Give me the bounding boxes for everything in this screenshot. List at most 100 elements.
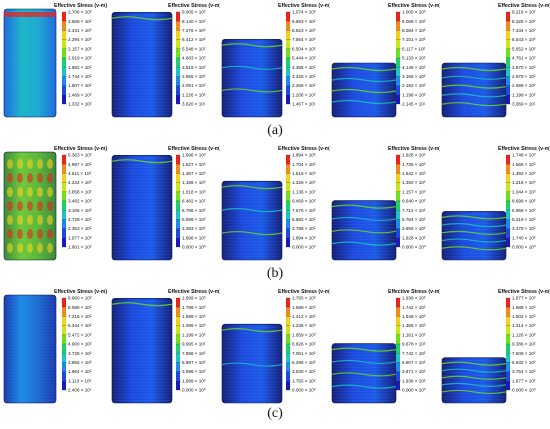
legend-swatch [396, 201, 400, 211]
legend-value: 1.689 × 10³ [512, 305, 536, 310]
legend-value: 8.623 × 10² [292, 28, 316, 33]
panel-graphic: Effective Stress (v-m)8.960 × 10² 8.088 ×… [3, 289, 107, 404]
legend-value: 8.960 × 10² [68, 296, 92, 301]
legend-value: 1.599 × 10³ [182, 314, 206, 319]
legend-swatch [176, 67, 180, 77]
legend-swatch [62, 164, 66, 174]
legend-value: 0.000 × 10⁰ [402, 388, 426, 393]
legend-value: 1.984 × 10² [68, 369, 92, 374]
legend-swatch [176, 334, 180, 344]
legend-swatch [396, 155, 400, 165]
crushed-tube [221, 38, 283, 118]
legend-value: 1.744 × 10² [68, 74, 92, 79]
legend-value: 4.149 × 10² [402, 65, 426, 70]
legend-swatch [396, 353, 400, 363]
legend-swatch [396, 21, 400, 31]
legend-value: 1.999 × 10² [182, 378, 206, 383]
legend-swatch [62, 12, 66, 22]
legend-title: Effective Stress (v-m) [54, 146, 107, 152]
simulation-panel: Effective Stress (v-m) 9.005 × 10² 8.140 ×… [110, 2, 220, 120]
simulation-panel: Effective Stress (v-m) 1.894 × 10³ 1.704 ×… [220, 145, 330, 263]
legend-swatch [286, 298, 290, 308]
panel-graphic: Effective Stress (v-m)1.894 × 10³ 1.704 ×… [221, 146, 330, 261]
legend-value: 1.113 × 10² [68, 378, 91, 383]
legend-value: 7.434 × 10² [512, 28, 536, 33]
legend-value: 1.799 × 10³ [182, 305, 206, 310]
legend-swatch [506, 344, 510, 354]
legend-swatch [506, 191, 510, 201]
legend-swatch [286, 210, 290, 220]
legend-value: 3.870 × 10² [512, 65, 536, 70]
legend-swatch [62, 344, 66, 354]
legend-value: 1.748 × 10³ [512, 153, 536, 158]
panel-graphic: Effective Stress (v-m)9.005 × 10² 8.140 ×… [111, 3, 220, 118]
legend-value: 1.502 × 10³ [512, 314, 536, 319]
simulation-panel: Effective Stress (v-m) 1.748 × 10³ 1.566 ×… [440, 145, 550, 263]
panel-graphic: Effective Stress (v-m)1.877 × 10³ 1.689 ×… [441, 289, 550, 404]
legend-swatch [506, 325, 510, 335]
legend-swatch [396, 85, 400, 95]
legend-value: 5.133 × 10² [402, 56, 426, 61]
legend-value: 6.958 × 10² [512, 208, 536, 213]
legend-value: 1.894 × 10² [292, 235, 316, 240]
legend-swatch [176, 316, 180, 326]
legend-swatch [176, 58, 180, 68]
legend-value: 5.784 × 10² [402, 217, 426, 222]
legend-value: 6.412 × 10² [182, 37, 206, 42]
legend-swatch [396, 12, 400, 22]
simulation-panel: Effective Stress (v-m) 1.765 × 10³ 1.589 ×… [220, 288, 330, 406]
simulation-panel: Effective Stress (v-m) 2.706 × 10² 2.569 ×… [0, 2, 110, 120]
legend-swatch [286, 12, 290, 22]
legend-swatch [176, 155, 180, 165]
legend-swatch [286, 76, 290, 86]
figure-row-c: Effective Stress (v-m) 8.960 × 10² 8.088 ×… [0, 288, 550, 406]
legend-swatch [506, 39, 510, 49]
legend-swatch [396, 334, 400, 344]
legend-value: 3.858 × 10² [68, 189, 92, 194]
legend-swatch [396, 371, 400, 381]
legend-swatch [62, 58, 66, 68]
legend-value: 1.765 × 10³ [292, 296, 316, 301]
legend-value: 9.678 × 10² [402, 342, 426, 347]
legend-value: 1.999 × 10³ [182, 296, 206, 301]
legend-swatch [506, 362, 510, 372]
legend-value: 4.761 × 10² [512, 56, 536, 61]
legend-value: 2.266 × 10² [292, 83, 316, 88]
legend-value: 1.977 × 10² [68, 235, 92, 240]
legend-value: 3.482 × 10² [68, 199, 92, 204]
legend-value: 1.188 × 10³ [182, 180, 206, 185]
legend-swatch [62, 173, 66, 183]
legend-value: 3.479 × 10² [512, 226, 536, 231]
legend-swatch [62, 316, 66, 326]
legend-value: 7.742 × 10² [402, 351, 426, 356]
legend-swatch [62, 210, 66, 220]
legend-value: 5.363 × 10² [68, 153, 92, 158]
legend-value: 4.987 × 10² [68, 162, 92, 167]
legend-swatch [286, 48, 290, 58]
legend-value: 3.754 × 10² [512, 369, 536, 374]
legend-value: 1.742 × 10³ [402, 305, 426, 310]
legend-swatch [62, 371, 66, 381]
simulation-panel: Effective Stress (v-m) 5.363 × 10² 4.987 ×… [0, 145, 110, 263]
crushed-tube [3, 294, 57, 404]
legend-value: 1.392 × 10³ [512, 171, 536, 176]
legend-swatch [176, 85, 180, 95]
legend-value: 1.226 × 10² [182, 92, 206, 97]
legend-swatch [176, 237, 180, 247]
legend-swatch [286, 39, 290, 49]
legend-value: 1.412 × 10³ [292, 314, 316, 319]
legend-swatch [62, 191, 66, 201]
legend-value: 1.515 × 10³ [292, 171, 316, 176]
legend-value: 0.000 × 10⁰ [402, 245, 426, 250]
legend-swatch [506, 67, 510, 77]
figure-row-a: Effective Stress (v-m) 2.706 × 10² 2.569 ×… [0, 2, 550, 120]
legend-value: 1.399 × 10³ [182, 323, 206, 328]
legend-value: 2.353 × 10² [68, 226, 92, 231]
legend-swatch [176, 380, 180, 390]
legend-value: 1.936 × 10² [402, 378, 426, 383]
legend-value: 1.126 × 10³ [512, 332, 536, 337]
legend-swatch [62, 201, 66, 211]
legend-value: 7.276 × 10² [182, 28, 206, 33]
legend-value: 1.136 × 10³ [292, 189, 316, 194]
legend-swatch [396, 344, 400, 354]
